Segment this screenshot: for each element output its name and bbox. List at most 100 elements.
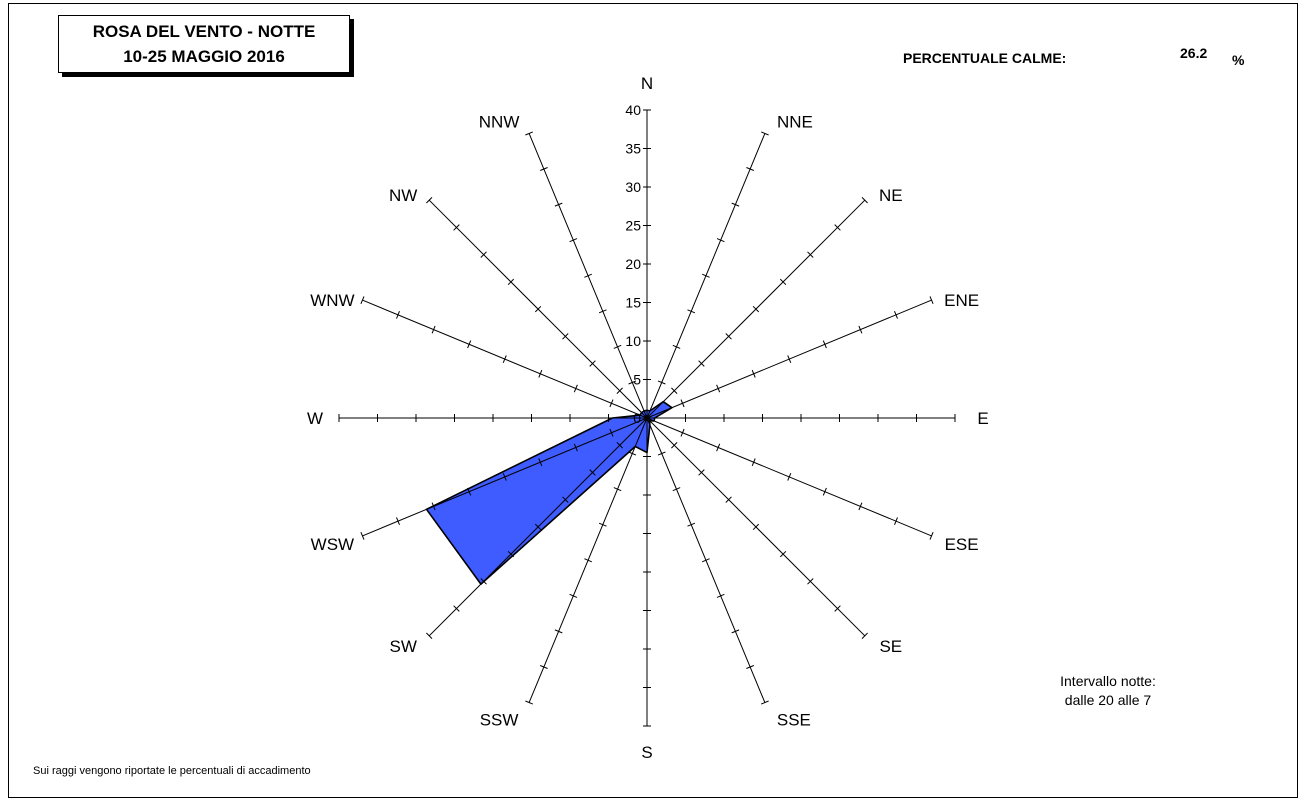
direction-label-ssw: SSW: [480, 711, 519, 730]
direction-label-nne: NNE: [777, 112, 813, 131]
direction-label-ese: ESE: [945, 535, 979, 554]
tick-mark: [613, 344, 622, 349]
tick-mark: [507, 278, 515, 286]
tick-mark: [698, 360, 705, 367]
direction-label-se: SE: [879, 637, 902, 656]
tick-mark: [554, 629, 563, 634]
tick-mark: [687, 309, 696, 314]
tick-mark: [538, 458, 543, 467]
tick-mark: [467, 487, 472, 496]
tick-mark: [657, 451, 666, 456]
calme-label: PERCENTUALE CALME:: [903, 50, 1067, 66]
tick-mark: [598, 309, 607, 314]
tick-mark: [628, 380, 637, 385]
tick-mark: [702, 273, 710, 278]
tick-mark: [584, 273, 592, 278]
direction-label-wnw: WNW: [310, 291, 354, 310]
tick-mark: [751, 369, 756, 378]
night-interval-note: Intervallo notte: dalle 20 alle 7: [1020, 672, 1196, 710]
tick-mark: [746, 665, 754, 669]
tick-mark: [609, 399, 614, 408]
tick-mark: [613, 487, 622, 492]
title-line-1: ROSA DEL VENTO - NOTTE: [92, 22, 316, 41]
tick-mark: [716, 593, 725, 598]
tick-mark: [562, 333, 569, 340]
direction-label-ene: ENE: [944, 291, 979, 310]
tick-mark: [761, 131, 769, 136]
wind-frequency-polygon: [425, 400, 673, 585]
tick-mark: [616, 442, 623, 449]
tick-mark: [628, 451, 637, 456]
direction-label-sse: SSE: [777, 711, 811, 730]
tick-mark: [716, 384, 721, 393]
tick-mark: [716, 443, 721, 452]
calme-unit: %: [1232, 52, 1245, 68]
direction-label-s: S: [641, 743, 652, 762]
direction-label-nw: NW: [389, 186, 417, 205]
tick-mark: [554, 202, 563, 207]
tick-mark: [929, 296, 934, 304]
direction-label-wsw: WSW: [311, 535, 354, 554]
tick-mark: [569, 238, 578, 243]
tick-mark: [680, 428, 685, 437]
tick-mark: [779, 550, 787, 558]
tick-mark: [787, 355, 792, 363]
tick-mark: [609, 428, 614, 437]
tick-mark: [779, 278, 787, 286]
tick-mark: [598, 522, 607, 527]
tick-mark: [467, 340, 472, 349]
tick-mark: [894, 517, 898, 525]
tick-mark: [569, 593, 578, 598]
tick-mark: [746, 167, 754, 171]
tick-mark: [807, 251, 814, 258]
tick-mark: [731, 629, 740, 634]
tick-mark: [426, 197, 433, 204]
tick-mark: [616, 387, 623, 394]
tick-mark: [861, 197, 868, 204]
radial-tick-label: 15: [625, 295, 641, 311]
tick-mark: [396, 517, 400, 525]
radial-tick-label: 10: [625, 333, 641, 349]
tick-mark: [540, 167, 548, 171]
tick-mark: [534, 523, 542, 531]
tick-mark: [396, 311, 400, 319]
tick-mark: [702, 558, 710, 563]
tick-mark: [725, 496, 732, 503]
tick-mark: [687, 522, 696, 527]
tick-mark: [426, 632, 433, 639]
tick-mark: [657, 380, 666, 385]
calme-value: 26.2: [1180, 45, 1208, 61]
note-line-2: dalle 20 alle 7: [1064, 692, 1152, 708]
tick-mark: [525, 131, 533, 136]
tick-mark: [562, 496, 569, 503]
tick-mark: [480, 251, 487, 258]
direction-label-sw: SW: [390, 637, 417, 656]
tick-mark: [534, 305, 542, 313]
tick-mark: [431, 325, 436, 334]
radial-tick-label: 40: [625, 102, 641, 118]
tick-mark: [731, 202, 740, 207]
tick-mark: [360, 296, 365, 304]
note-line-1: Intervallo notte:: [1060, 673, 1156, 689]
title-line-2: 10-25 MAGGIO 2016: [123, 47, 285, 66]
footer-note: Sui raggi vengono riportate le percentua…: [33, 765, 311, 777]
tick-mark: [834, 605, 841, 612]
direction-label-w: W: [307, 409, 323, 428]
tick-mark: [761, 700, 769, 705]
tick-mark: [573, 443, 578, 452]
radial-tick-label: 20: [625, 256, 641, 272]
tick-mark: [540, 665, 548, 669]
tick-mark: [431, 502, 436, 511]
tick-mark: [671, 442, 678, 449]
tick-mark: [752, 305, 760, 313]
tick-mark: [751, 458, 756, 467]
radial-tick-label: 0: [633, 410, 641, 426]
tick-mark: [502, 355, 507, 363]
tick-mark: [858, 502, 863, 511]
tick-mark: [822, 340, 827, 349]
radial-tick-label: 25: [625, 218, 641, 234]
radial-tick-label: 35: [625, 141, 641, 157]
tick-mark: [929, 532, 934, 540]
tick-mark: [573, 384, 578, 393]
